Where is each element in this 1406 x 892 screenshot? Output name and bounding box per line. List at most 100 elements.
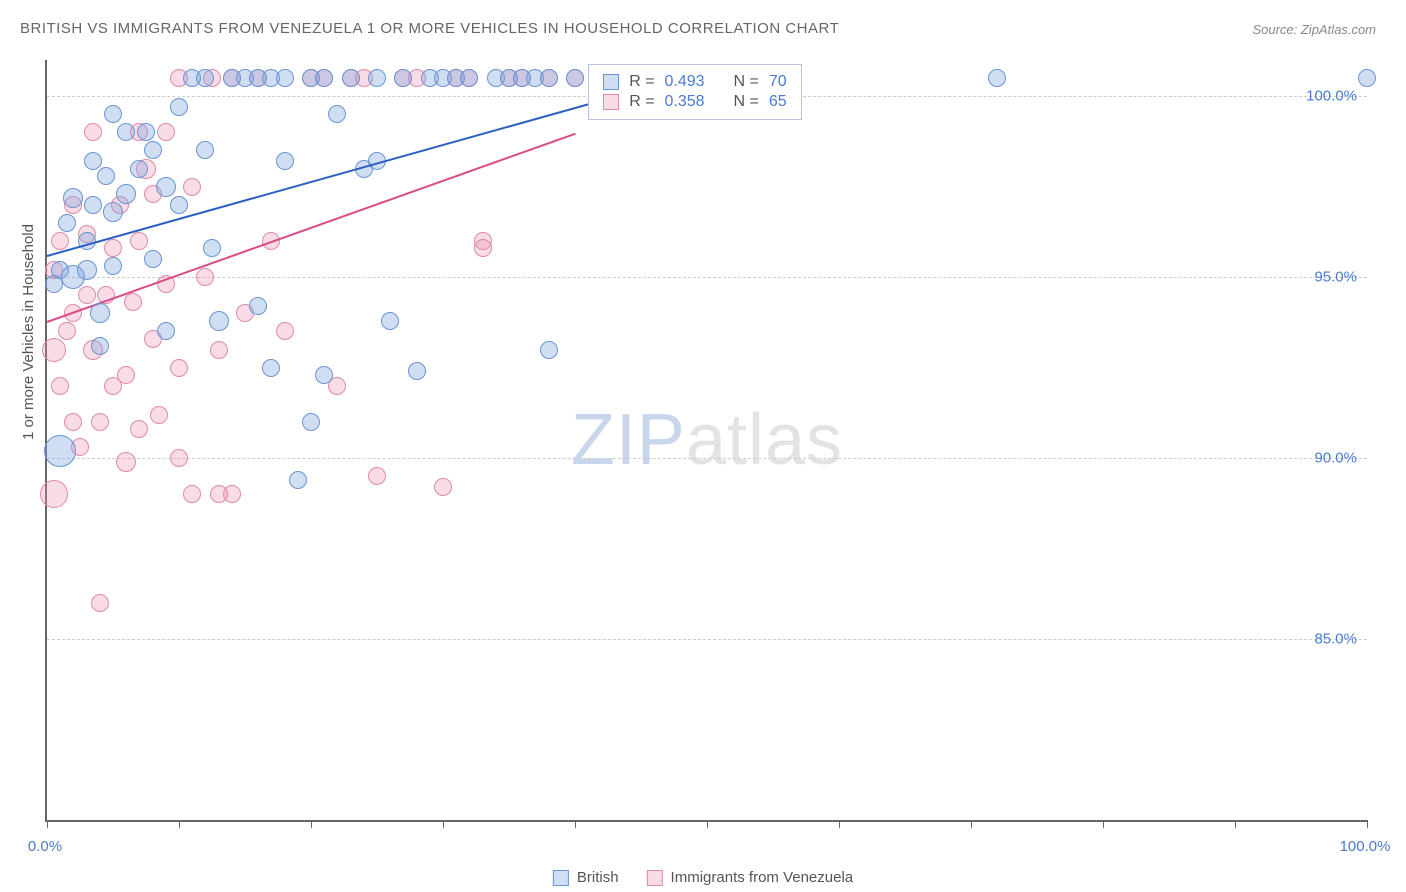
- scatter-point-british: [196, 141, 214, 159]
- legend-item-british: British: [553, 869, 619, 886]
- scatter-point-british: [44, 435, 76, 467]
- scatter-point-british: [97, 167, 115, 185]
- scatter-point-venezuela: [124, 293, 142, 311]
- scatter-point-venezuela: [130, 232, 148, 250]
- chart-legend: British Immigrants from Venezuela: [553, 869, 853, 886]
- scatter-point-venezuela: [91, 413, 109, 431]
- scatter-point-british: [203, 239, 221, 257]
- scatter-point-british: [315, 366, 333, 384]
- scatter-point-british: [566, 69, 584, 87]
- scatter-point-venezuela: [78, 286, 96, 304]
- scatter-point-venezuela: [150, 406, 168, 424]
- scatter-point-british: [408, 362, 426, 380]
- x-tick: [1235, 820, 1236, 828]
- watermark-zip: ZIP: [571, 400, 686, 480]
- y-axis-label: 1 or more Vehicles in Household: [20, 224, 37, 440]
- scatter-point-venezuela: [51, 232, 69, 250]
- x-tick-label: 100.0%: [1340, 838, 1391, 855]
- scatter-point-venezuela: [58, 322, 76, 340]
- chart-title: BRITISH VS IMMIGRANTS FROM VENEZUELA 1 O…: [20, 20, 839, 37]
- scatter-point-british: [137, 123, 155, 141]
- scatter-point-british: [262, 359, 280, 377]
- scatter-point-british: [276, 69, 294, 87]
- stats-n-label: N =: [733, 93, 758, 111]
- scatter-point-venezuela: [434, 478, 452, 496]
- scatter-point-venezuela: [84, 123, 102, 141]
- scatter-point-venezuela: [210, 341, 228, 359]
- scatter-point-venezuela: [196, 268, 214, 286]
- stats-r-label: R =: [629, 73, 654, 91]
- stats-n-value: 65: [769, 93, 787, 111]
- watermark-atlas: atlas: [686, 400, 843, 480]
- grid-line: [47, 639, 1367, 640]
- scatter-point-british: [84, 196, 102, 214]
- scatter-point-british: [90, 303, 110, 323]
- scatter-point-british: [156, 177, 176, 197]
- x-tick-label: 0.0%: [28, 838, 62, 855]
- stats-swatch-british: [603, 74, 619, 90]
- source-label: Source: ZipAtlas.com: [1252, 22, 1376, 37]
- legend-label-british: British: [577, 869, 619, 886]
- scatter-point-venezuela: [368, 467, 386, 485]
- scatter-point-british: [988, 69, 1006, 87]
- scatter-point-british: [302, 413, 320, 431]
- legend-swatch-british: [553, 870, 569, 886]
- x-tick: [443, 820, 444, 828]
- x-tick: [707, 820, 708, 828]
- stats-r-value: 0.493: [665, 73, 705, 91]
- scatter-point-british: [381, 312, 399, 330]
- x-tick: [971, 820, 972, 828]
- stats-n-value: 70: [769, 73, 787, 91]
- scatter-point-british: [77, 260, 97, 280]
- scatter-point-british: [342, 69, 360, 87]
- y-tick-label: 95.0%: [1314, 269, 1357, 286]
- scatter-point-british: [368, 69, 386, 87]
- x-tick: [1367, 820, 1368, 828]
- scatter-point-british: [289, 471, 307, 489]
- scatter-point-british: [460, 69, 478, 87]
- scatter-point-venezuela: [170, 359, 188, 377]
- scatter-point-venezuela: [64, 413, 82, 431]
- stats-r-value: 0.358: [665, 93, 705, 111]
- scatter-point-british: [328, 105, 346, 123]
- scatter-point-british: [103, 202, 123, 222]
- stats-box: R =0.493 N =70R =0.358 N =65: [588, 64, 801, 120]
- trend-line-venezuela: [47, 132, 576, 322]
- x-tick: [47, 820, 48, 828]
- x-tick: [311, 820, 312, 828]
- scatter-point-venezuela: [183, 178, 201, 196]
- scatter-point-british: [249, 297, 267, 315]
- y-tick-label: 85.0%: [1314, 631, 1357, 648]
- x-tick: [575, 820, 576, 828]
- scatter-point-british: [91, 337, 109, 355]
- scatter-point-venezuela: [40, 480, 68, 508]
- scatter-point-british: [130, 160, 148, 178]
- scatter-point-venezuela: [170, 449, 188, 467]
- scatter-point-british: [196, 69, 214, 87]
- chart-plot-area: ZIPatlas 100.0% 95.0% 90.0% 85.0% R = 0.493 N…: [45, 60, 1367, 822]
- scatter-point-venezuela: [157, 123, 175, 141]
- scatter-point-venezuela: [104, 239, 122, 257]
- scatter-point-british: [315, 69, 333, 87]
- y-tick-label: 90.0%: [1314, 450, 1357, 467]
- scatter-point-venezuela: [130, 420, 148, 438]
- scatter-point-british: [1358, 69, 1376, 87]
- scatter-point-british: [104, 105, 122, 123]
- scatter-point-venezuela: [117, 366, 135, 384]
- scatter-point-british: [116, 184, 136, 204]
- x-tick: [1103, 820, 1104, 828]
- watermark: ZIPatlas: [571, 399, 843, 481]
- scatter-point-british: [276, 152, 294, 170]
- grid-line: [47, 277, 1367, 278]
- legend-label-venezuela: Immigrants from Venezuela: [671, 869, 854, 886]
- legend-swatch-venezuela: [647, 870, 663, 886]
- scatter-point-venezuela: [183, 485, 201, 503]
- scatter-point-british: [394, 69, 412, 87]
- scatter-point-venezuela: [223, 485, 241, 503]
- scatter-point-venezuela: [42, 338, 66, 362]
- y-tick-label: 100.0%: [1306, 88, 1357, 105]
- scatter-point-venezuela: [116, 452, 136, 472]
- scatter-point-british: [157, 322, 175, 340]
- scatter-point-british: [144, 141, 162, 159]
- scatter-point-venezuela: [51, 377, 69, 395]
